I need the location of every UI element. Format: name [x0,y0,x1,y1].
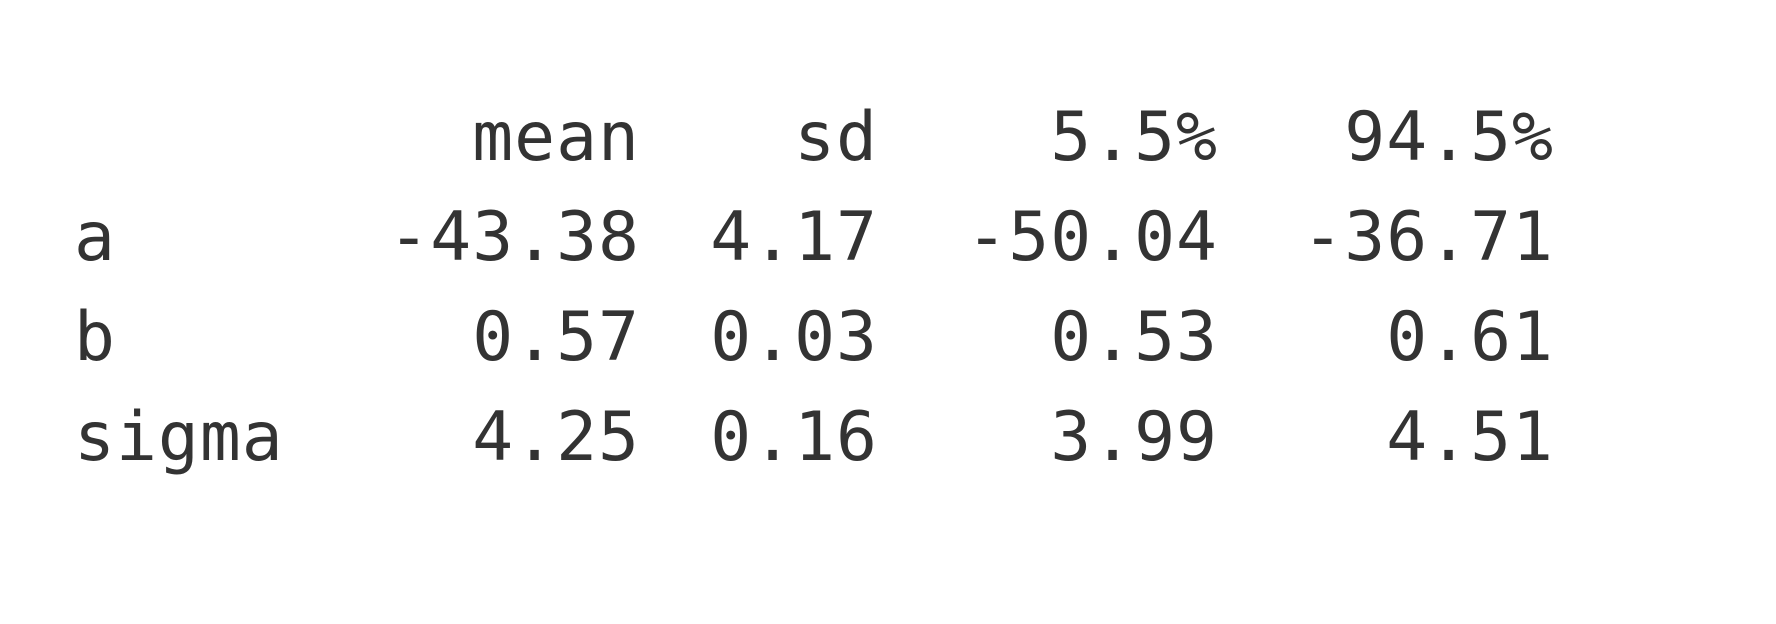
table-row: b 0.57 0.03 0.53 0.61 [74,288,1554,388]
console-output: mean sd 5.5% 94.5% a -43.38 4.17 -50.04 … [74,88,1554,488]
cell-mean: 0.57 [472,298,640,377]
header-94.5-percent: 94.5% [1344,98,1554,177]
header-rowname [74,88,344,188]
cell-94.5-percent: 4.51 [1386,398,1554,477]
cell-94.5-percent: 0.61 [1386,298,1554,377]
cell-5.5-percent: -50.04 [966,198,1218,277]
cell-sd: 0.03 [710,298,878,377]
table-row: sigma 4.25 0.16 3.99 4.51 [74,388,1554,488]
row-name: sigma [74,398,284,477]
cell-sd: 0.16 [710,398,878,477]
cell-mean: -43.38 [388,198,640,277]
table-header-row: mean sd 5.5% 94.5% [74,88,1554,188]
row-name: a [74,198,116,277]
row-name: b [74,298,116,377]
header-sd: sd [794,98,878,177]
header-mean: mean [472,98,640,177]
cell-5.5-percent: 0.53 [1050,298,1218,377]
posterior-summary-table: mean sd 5.5% 94.5% a -43.38 4.17 -50.04 … [74,88,1554,488]
cell-5.5-percent: 3.99 [1050,398,1218,477]
cell-94.5-percent: -36.71 [1302,198,1554,277]
table-row: a -43.38 4.17 -50.04 -36.71 [74,188,1554,288]
cell-sd: 4.17 [710,198,878,277]
header-5.5-percent: 5.5% [1050,98,1218,177]
cell-mean: 4.25 [472,398,640,477]
